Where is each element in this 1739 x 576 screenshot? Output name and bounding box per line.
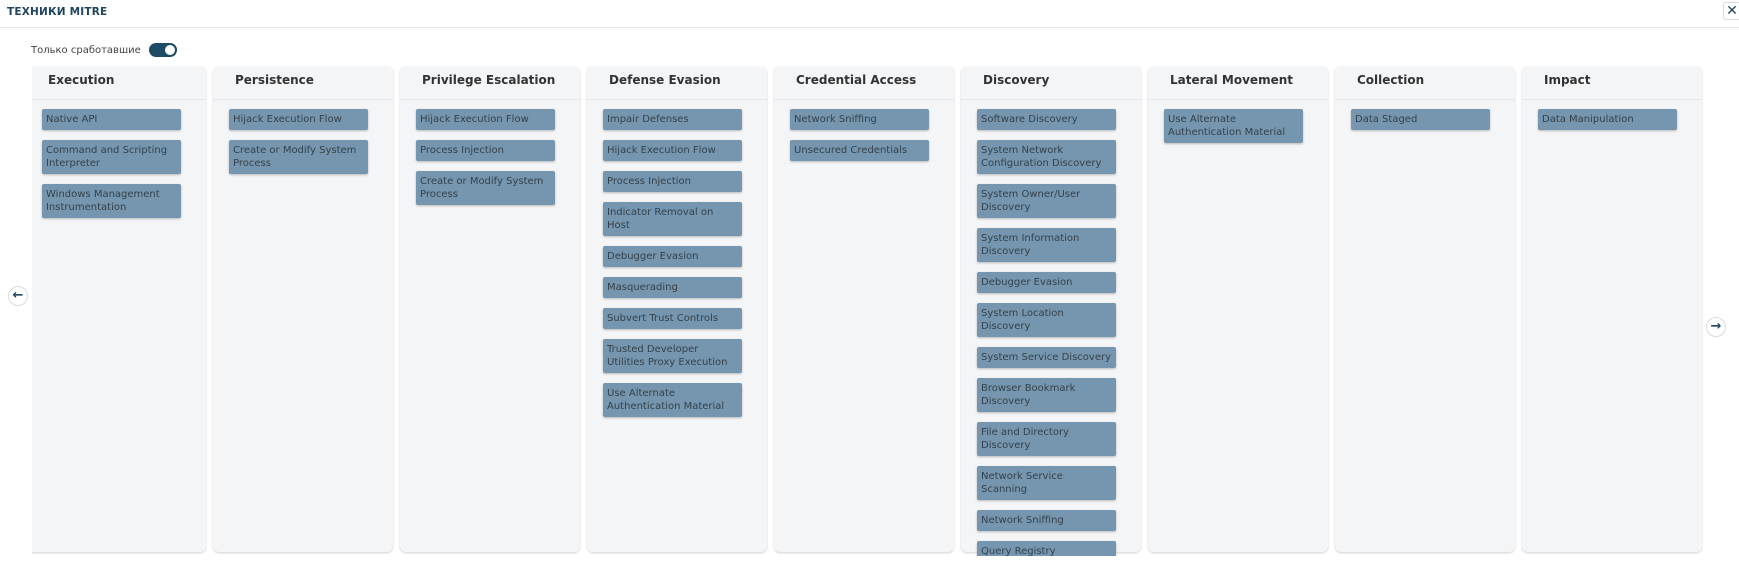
scroll-left-button[interactable]: ←: [8, 286, 28, 306]
technique-item[interactable]: Subvert Trust Controls: [603, 308, 742, 329]
tactic-column: Defense Evasion Impair Defenses Hijack Exe…: [587, 66, 767, 552]
technique-list: Data Staged: [1335, 100, 1515, 130]
only-triggered-label: Только сработавшие: [31, 44, 141, 56]
tactic-column: Impact Data Manipulation: [1522, 66, 1702, 552]
technique-item[interactable]: Use Alternate Authentication Material: [1164, 109, 1303, 143]
technique-item[interactable]: Trusted Developer Utilities Proxy Execut…: [603, 339, 742, 373]
header-bar: ТЕХНИКИ MITRE ✕: [0, 0, 1739, 28]
tactic-column: Credential Access Network Sniffing Unsecur…: [774, 66, 954, 552]
tactic-title: Collection: [1335, 66, 1515, 100]
close-button[interactable]: ✕: [1723, 2, 1739, 20]
technique-item[interactable]: Impair Defenses: [603, 109, 742, 130]
tactic-title: Execution: [32, 66, 206, 100]
technique-item[interactable]: Process Injection: [603, 171, 742, 192]
technique-item[interactable]: Masquerading: [603, 277, 742, 298]
technique-item[interactable]: System Location Discovery: [977, 303, 1116, 337]
scroll-right-button[interactable]: →: [1706, 317, 1726, 337]
technique-item[interactable]: System Network Configuration Discovery: [977, 140, 1116, 174]
tactic-column: Persistence Hijack Execution Flow Create o…: [213, 66, 393, 552]
technique-item[interactable]: Software Discovery: [977, 109, 1116, 130]
tactic-title: Credential Access: [774, 66, 954, 100]
page-title: ТЕХНИКИ MITRE: [7, 6, 108, 18]
technique-item[interactable]: Create or Modify System Process: [416, 171, 555, 205]
toggle-knob: [164, 45, 175, 55]
technique-item[interactable]: Indicator Removal on Host: [603, 202, 742, 236]
tactic-column: Lateral Movement Use Alternate Authentica…: [1148, 66, 1328, 552]
technique-item[interactable]: Debugger Evasion: [603, 246, 742, 267]
technique-item[interactable]: Hijack Execution Flow: [229, 109, 368, 130]
technique-item[interactable]: System Service Discovery: [977, 347, 1116, 368]
technique-item[interactable]: Network Sniffing: [977, 510, 1116, 531]
technique-list: Impair Defenses Hijack Execution Flow Proc…: [587, 100, 767, 417]
tactic-title: Discovery: [961, 66, 1141, 100]
technique-item[interactable]: Native API: [42, 109, 181, 130]
technique-item[interactable]: Command and Scripting Interpreter: [42, 140, 181, 174]
technique-item[interactable]: Query Registry: [977, 541, 1116, 556]
technique-list: Software Discovery System Network Configu…: [961, 100, 1141, 556]
technique-list: Hijack Execution Flow Process Injection Cr…: [400, 100, 580, 205]
technique-item[interactable]: Debugger Evasion: [977, 272, 1116, 293]
tactic-title: Impact: [1522, 66, 1702, 100]
arrow-right-icon: →: [1710, 319, 1722, 334]
technique-item[interactable]: Hijack Execution Flow: [603, 140, 742, 161]
technique-item[interactable]: System Owner/User Discovery: [977, 184, 1116, 218]
technique-list: Native API Command and Scripting Interpre…: [32, 100, 206, 218]
tactic-column: Discovery Software Discovery System Networ…: [961, 66, 1141, 556]
tactics-track: Execution Native API Command and Scripting…: [32, 66, 1702, 556]
technique-list: Data Manipulation: [1522, 100, 1702, 130]
arrow-left-icon: ←: [12, 288, 24, 303]
only-triggered-toggle[interactable]: [148, 43, 177, 57]
technique-item[interactable]: Unsecured Credentials: [790, 140, 929, 161]
technique-item[interactable]: Hijack Execution Flow: [416, 109, 555, 130]
filter-row: Только сработавшие: [31, 43, 177, 57]
technique-item[interactable]: Data Staged: [1351, 109, 1490, 130]
technique-item[interactable]: Network Service Scanning: [977, 466, 1116, 500]
technique-item[interactable]: File and Directory Discovery: [977, 422, 1116, 456]
technique-item[interactable]: Use Alternate Authentication Material: [603, 383, 742, 417]
technique-item[interactable]: Create or Modify System Process: [229, 140, 368, 174]
technique-list: Network Sniffing Unsecured Credentials: [774, 100, 954, 161]
close-icon: ✕: [1726, 3, 1738, 19]
tactic-title: Defense Evasion: [587, 66, 767, 100]
tactic-title: Privilege Escalation: [400, 66, 580, 100]
technique-item[interactable]: Windows Management Instrumentation: [42, 184, 181, 218]
technique-list: Hijack Execution Flow Create or Modify Sy…: [213, 100, 393, 174]
technique-item[interactable]: Network Sniffing: [790, 109, 929, 130]
technique-item[interactable]: Browser Bookmark Discovery: [977, 378, 1116, 412]
tactic-column: Collection Data Staged: [1335, 66, 1515, 552]
technique-item[interactable]: Data Manipulation: [1538, 109, 1677, 130]
tactics-board[interactable]: Execution Native API Command and Scripting…: [32, 66, 1705, 556]
tactic-title: Persistence: [213, 66, 393, 100]
technique-item[interactable]: System Information Discovery: [977, 228, 1116, 262]
tactic-column: Privilege Escalation Hijack Execution Flo…: [400, 66, 580, 552]
tactic-title: Lateral Movement: [1148, 66, 1328, 100]
technique-item[interactable]: Process Injection: [416, 140, 555, 161]
technique-list: Use Alternate Authentication Material: [1148, 100, 1328, 143]
tactic-column: Execution Native API Command and Scripting…: [32, 66, 206, 552]
